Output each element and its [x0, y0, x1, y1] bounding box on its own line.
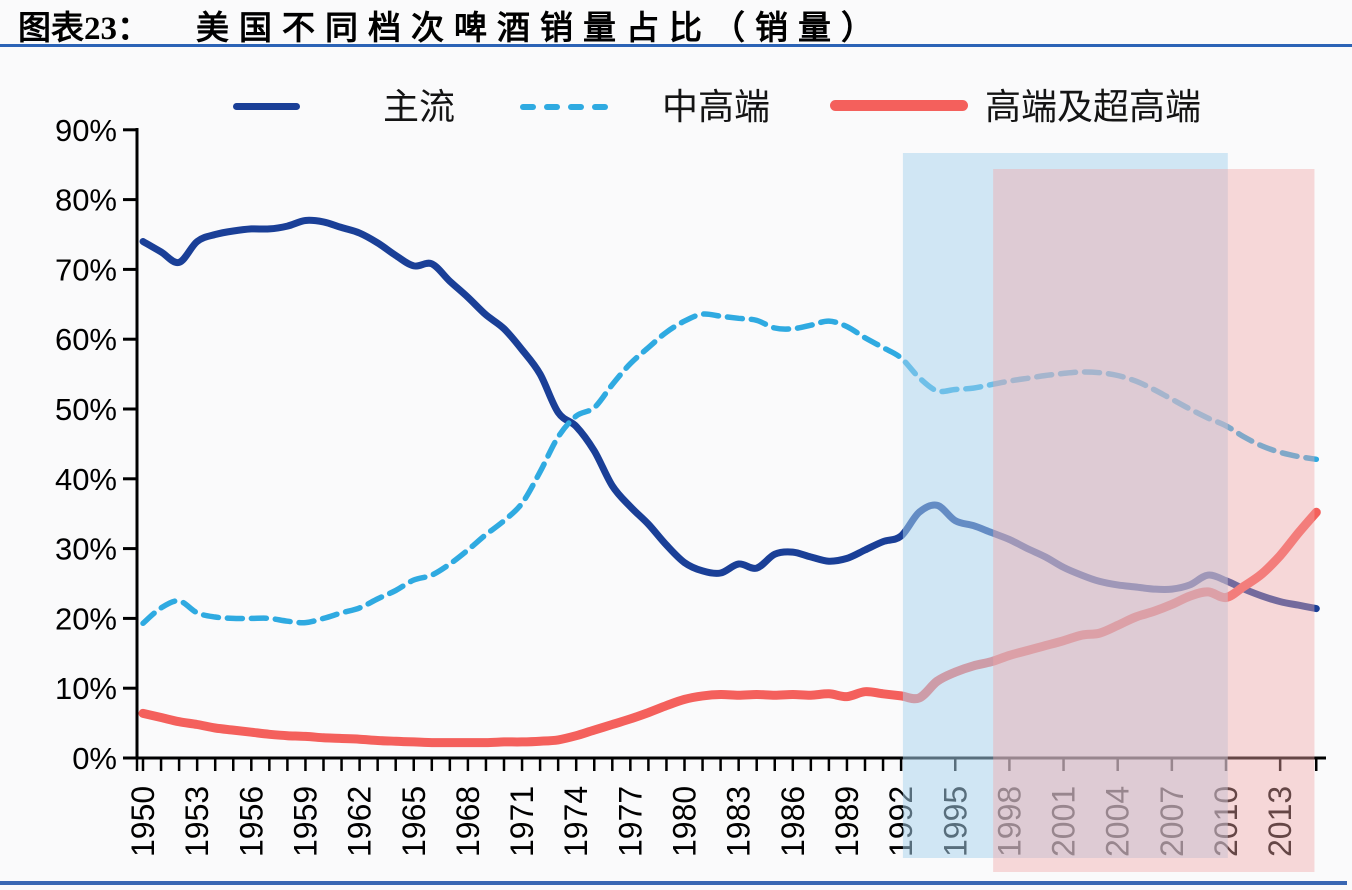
legend-label-mainstream: 主流: [383, 87, 455, 127]
x-axis-tick-label: 1965: [396, 786, 432, 857]
x-axis-tick-label: 1968: [450, 786, 486, 857]
legend-swatch-mid-high-end: [568, 104, 584, 110]
legend-label-premium-super-premium: 高端及超高端: [985, 87, 1201, 127]
y-axis-tick-label: 0%: [72, 741, 117, 776]
footer-rule: [0, 881, 1347, 885]
y-axis-tick-label: 40%: [55, 462, 117, 497]
y-axis-tick-label: 60%: [55, 322, 117, 357]
y-axis-tick-label: 30%: [55, 532, 117, 567]
chart-title-text: 美国不同档次啤酒销量占比（销量）: [196, 11, 884, 47]
x-axis-tick-label: 1980: [667, 786, 703, 857]
x-axis-tick-label: 1974: [558, 786, 594, 857]
highlight-region-blue-band: [902, 153, 1228, 858]
x-axis-tick-label: 2013: [1262, 786, 1298, 857]
x-axis-tick-label: 1953: [179, 786, 215, 857]
chart-legend: 主流 中高端 高端及超高端: [233, 87, 1201, 127]
x-axis-tick-label: 1962: [342, 786, 378, 857]
legend-swatch-premium-super-premium: [830, 100, 968, 111]
x-axis-tick-label: 1950: [125, 786, 161, 857]
x-axis-tick-label: 1977: [612, 786, 648, 857]
chart-label: 图表23：: [18, 11, 150, 47]
legend-swatch-mainstream: [233, 103, 300, 110]
y-axis-tick-label: 20%: [55, 601, 117, 636]
chart-title: 图表23： 美国不同档次啤酒销量占比（销量）: [18, 1, 884, 49]
y-axis-tick-label: 10%: [55, 671, 117, 706]
highlight-region-pink-band: [993, 169, 1315, 872]
legend-label-mid-high-end: 中高端: [662, 87, 770, 127]
y-axis-tick-label: 90%: [55, 113, 117, 148]
title-underline: [0, 44, 1352, 47]
legend-swatch-mid-high-end: [544, 104, 560, 110]
x-axis-tick-label: 1971: [504, 786, 540, 857]
y-axis-tick-label: 80%: [55, 183, 117, 218]
x-axis-tick-label: 1986: [775, 786, 811, 857]
y-axis-tick-label: 50%: [55, 392, 117, 427]
x-axis-tick-label: 1959: [287, 786, 323, 857]
x-axis-tick-label: 1956: [233, 786, 269, 857]
x-axis-tick-label: 1983: [721, 786, 757, 857]
legend-swatch-mid-high-end: [592, 104, 608, 110]
y-axis-tick-label: 70%: [55, 252, 117, 287]
legend-swatch-mid-high-end: [520, 104, 536, 110]
x-axis-tick-label: 1989: [829, 786, 865, 857]
